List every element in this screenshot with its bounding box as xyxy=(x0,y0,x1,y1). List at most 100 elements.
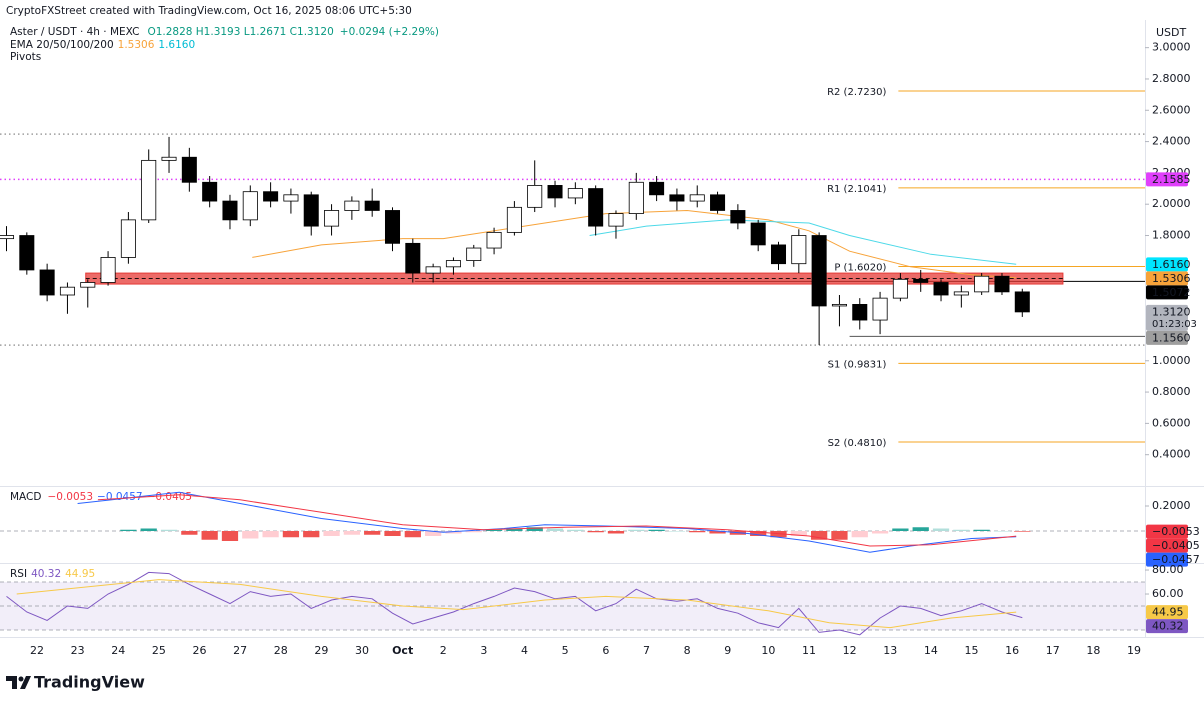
rsi-title: RSI xyxy=(10,568,27,580)
histogram-bar xyxy=(871,531,889,534)
x-tick-label: 8 xyxy=(684,644,691,657)
pane xyxy=(0,571,1145,636)
y-tick-label: 2.4000 xyxy=(1152,135,1191,148)
price-badge xyxy=(1146,304,1188,331)
histogram-bar xyxy=(709,531,726,534)
price-badge xyxy=(1146,285,1188,300)
candle-body xyxy=(710,194,726,211)
x-tick-label: 17 xyxy=(1046,644,1060,657)
histogram-bar xyxy=(912,527,929,531)
candle-body xyxy=(831,303,847,307)
ema-legend: EMA 20/50/100/200 1.5306 1.6160 xyxy=(10,39,195,51)
candle-body xyxy=(141,159,157,221)
histogram-bar xyxy=(445,531,462,534)
y-tick-label: 1.0000 xyxy=(1152,354,1191,367)
x-tick-label: 3 xyxy=(480,644,487,657)
histogram-bar xyxy=(607,531,625,534)
y-tick-label: 0.8000 xyxy=(1152,385,1191,398)
histogram-bar xyxy=(262,531,279,538)
histogram-bar xyxy=(120,529,137,531)
price-badge-label: −0.0053 xyxy=(1152,525,1200,538)
candle-body xyxy=(750,222,766,246)
candle-body xyxy=(19,235,35,271)
candle-body xyxy=(608,213,624,227)
x-tick-label: 26 xyxy=(193,644,207,657)
candle-body xyxy=(283,194,299,202)
candle-body xyxy=(263,191,279,202)
y-tick-label: 1.8000 xyxy=(1152,229,1191,242)
candle-body xyxy=(466,247,482,261)
candle-body xyxy=(872,297,888,321)
price-badge xyxy=(1146,524,1188,539)
candle-body xyxy=(405,242,421,274)
credit: CryptoFXStreet created with TradingView.… xyxy=(6,5,412,17)
candle-body xyxy=(222,200,238,221)
currency: USDT xyxy=(1156,26,1187,39)
histogram-bar xyxy=(282,531,300,538)
y-tick-label: 2.6000 xyxy=(1152,103,1191,116)
candle-body xyxy=(811,235,827,307)
histogram-bar xyxy=(506,528,523,531)
x-tick-label: 5 xyxy=(562,644,569,657)
candle-body xyxy=(588,188,604,227)
x-tick-label: 24 xyxy=(111,644,125,657)
histogram-bar xyxy=(567,529,584,531)
pane xyxy=(0,491,1145,553)
x-tick-label: 6 xyxy=(602,644,609,657)
candle-body xyxy=(527,185,543,208)
candle-body xyxy=(364,200,380,211)
indicator-line xyxy=(16,579,1017,629)
candle-body xyxy=(181,156,197,183)
change: +0.0294 (+2.29%) xyxy=(340,26,439,38)
y-tick-label: 3.0000 xyxy=(1152,41,1191,54)
histogram-bar xyxy=(404,531,421,538)
histogram-bar xyxy=(343,531,360,535)
candle-body xyxy=(567,188,583,199)
price-badge-label: 40.32 xyxy=(1152,620,1184,633)
x-tick-label: 22 xyxy=(30,644,44,657)
candle-body xyxy=(486,231,502,249)
logo-icon xyxy=(6,676,31,689)
candle-body xyxy=(0,235,15,240)
candle-body xyxy=(506,206,522,233)
x-tick-label: 12 xyxy=(843,644,857,657)
candle-body xyxy=(892,278,908,299)
candle-body xyxy=(994,275,1010,293)
y-tick-label: 0.6000 xyxy=(1152,416,1191,429)
x-tick-label: 7 xyxy=(643,644,650,657)
histogram-bar xyxy=(892,528,909,531)
histogram-bar xyxy=(425,531,442,536)
candle-body xyxy=(100,257,116,283)
candle-body xyxy=(59,286,75,296)
x-tick-label: 11 xyxy=(802,644,816,657)
histogram-bar xyxy=(831,531,848,540)
pivot-label: P (1.6020) xyxy=(834,263,886,274)
histogram-bar xyxy=(323,531,340,536)
rsi-value: 44.95 xyxy=(65,568,95,580)
histogram-bar xyxy=(953,529,970,531)
histogram-bar xyxy=(750,531,767,536)
x-tick-label: 25 xyxy=(152,644,166,657)
x-tick-label: 14 xyxy=(924,644,938,657)
candle-body xyxy=(384,210,401,244)
pane: R2 (2.7230) R1 (2.1041) P (1.6020) S1 (0.98… xyxy=(0,87,1145,449)
price-badge-label: 1.5072 xyxy=(1152,286,1191,299)
candle-body xyxy=(161,156,177,161)
candle-body xyxy=(852,303,868,321)
candle-body xyxy=(953,291,969,296)
histogram-bar xyxy=(181,531,198,535)
ema-value: 1.5306 xyxy=(118,39,155,51)
pivot-label: R1 (2.1041) xyxy=(827,184,886,195)
rsi-legend: RSI 40.32 44.95 xyxy=(10,568,95,580)
candle-body xyxy=(425,266,441,274)
candle-body xyxy=(649,181,665,196)
x-tick-label: 13 xyxy=(883,644,897,657)
symbol: Aster / USDT · 4h · MEXC xyxy=(10,26,139,38)
candle-body xyxy=(120,219,136,258)
histogram-bar xyxy=(160,529,178,531)
x-tick-label: 19 xyxy=(1127,644,1141,657)
ohlc: O1.2828 H1.3193 L1.2671 C1.3120 xyxy=(147,26,333,38)
x-tick-label: 30 xyxy=(355,644,369,657)
histogram-bar xyxy=(811,531,828,540)
candle-body xyxy=(1014,291,1030,313)
